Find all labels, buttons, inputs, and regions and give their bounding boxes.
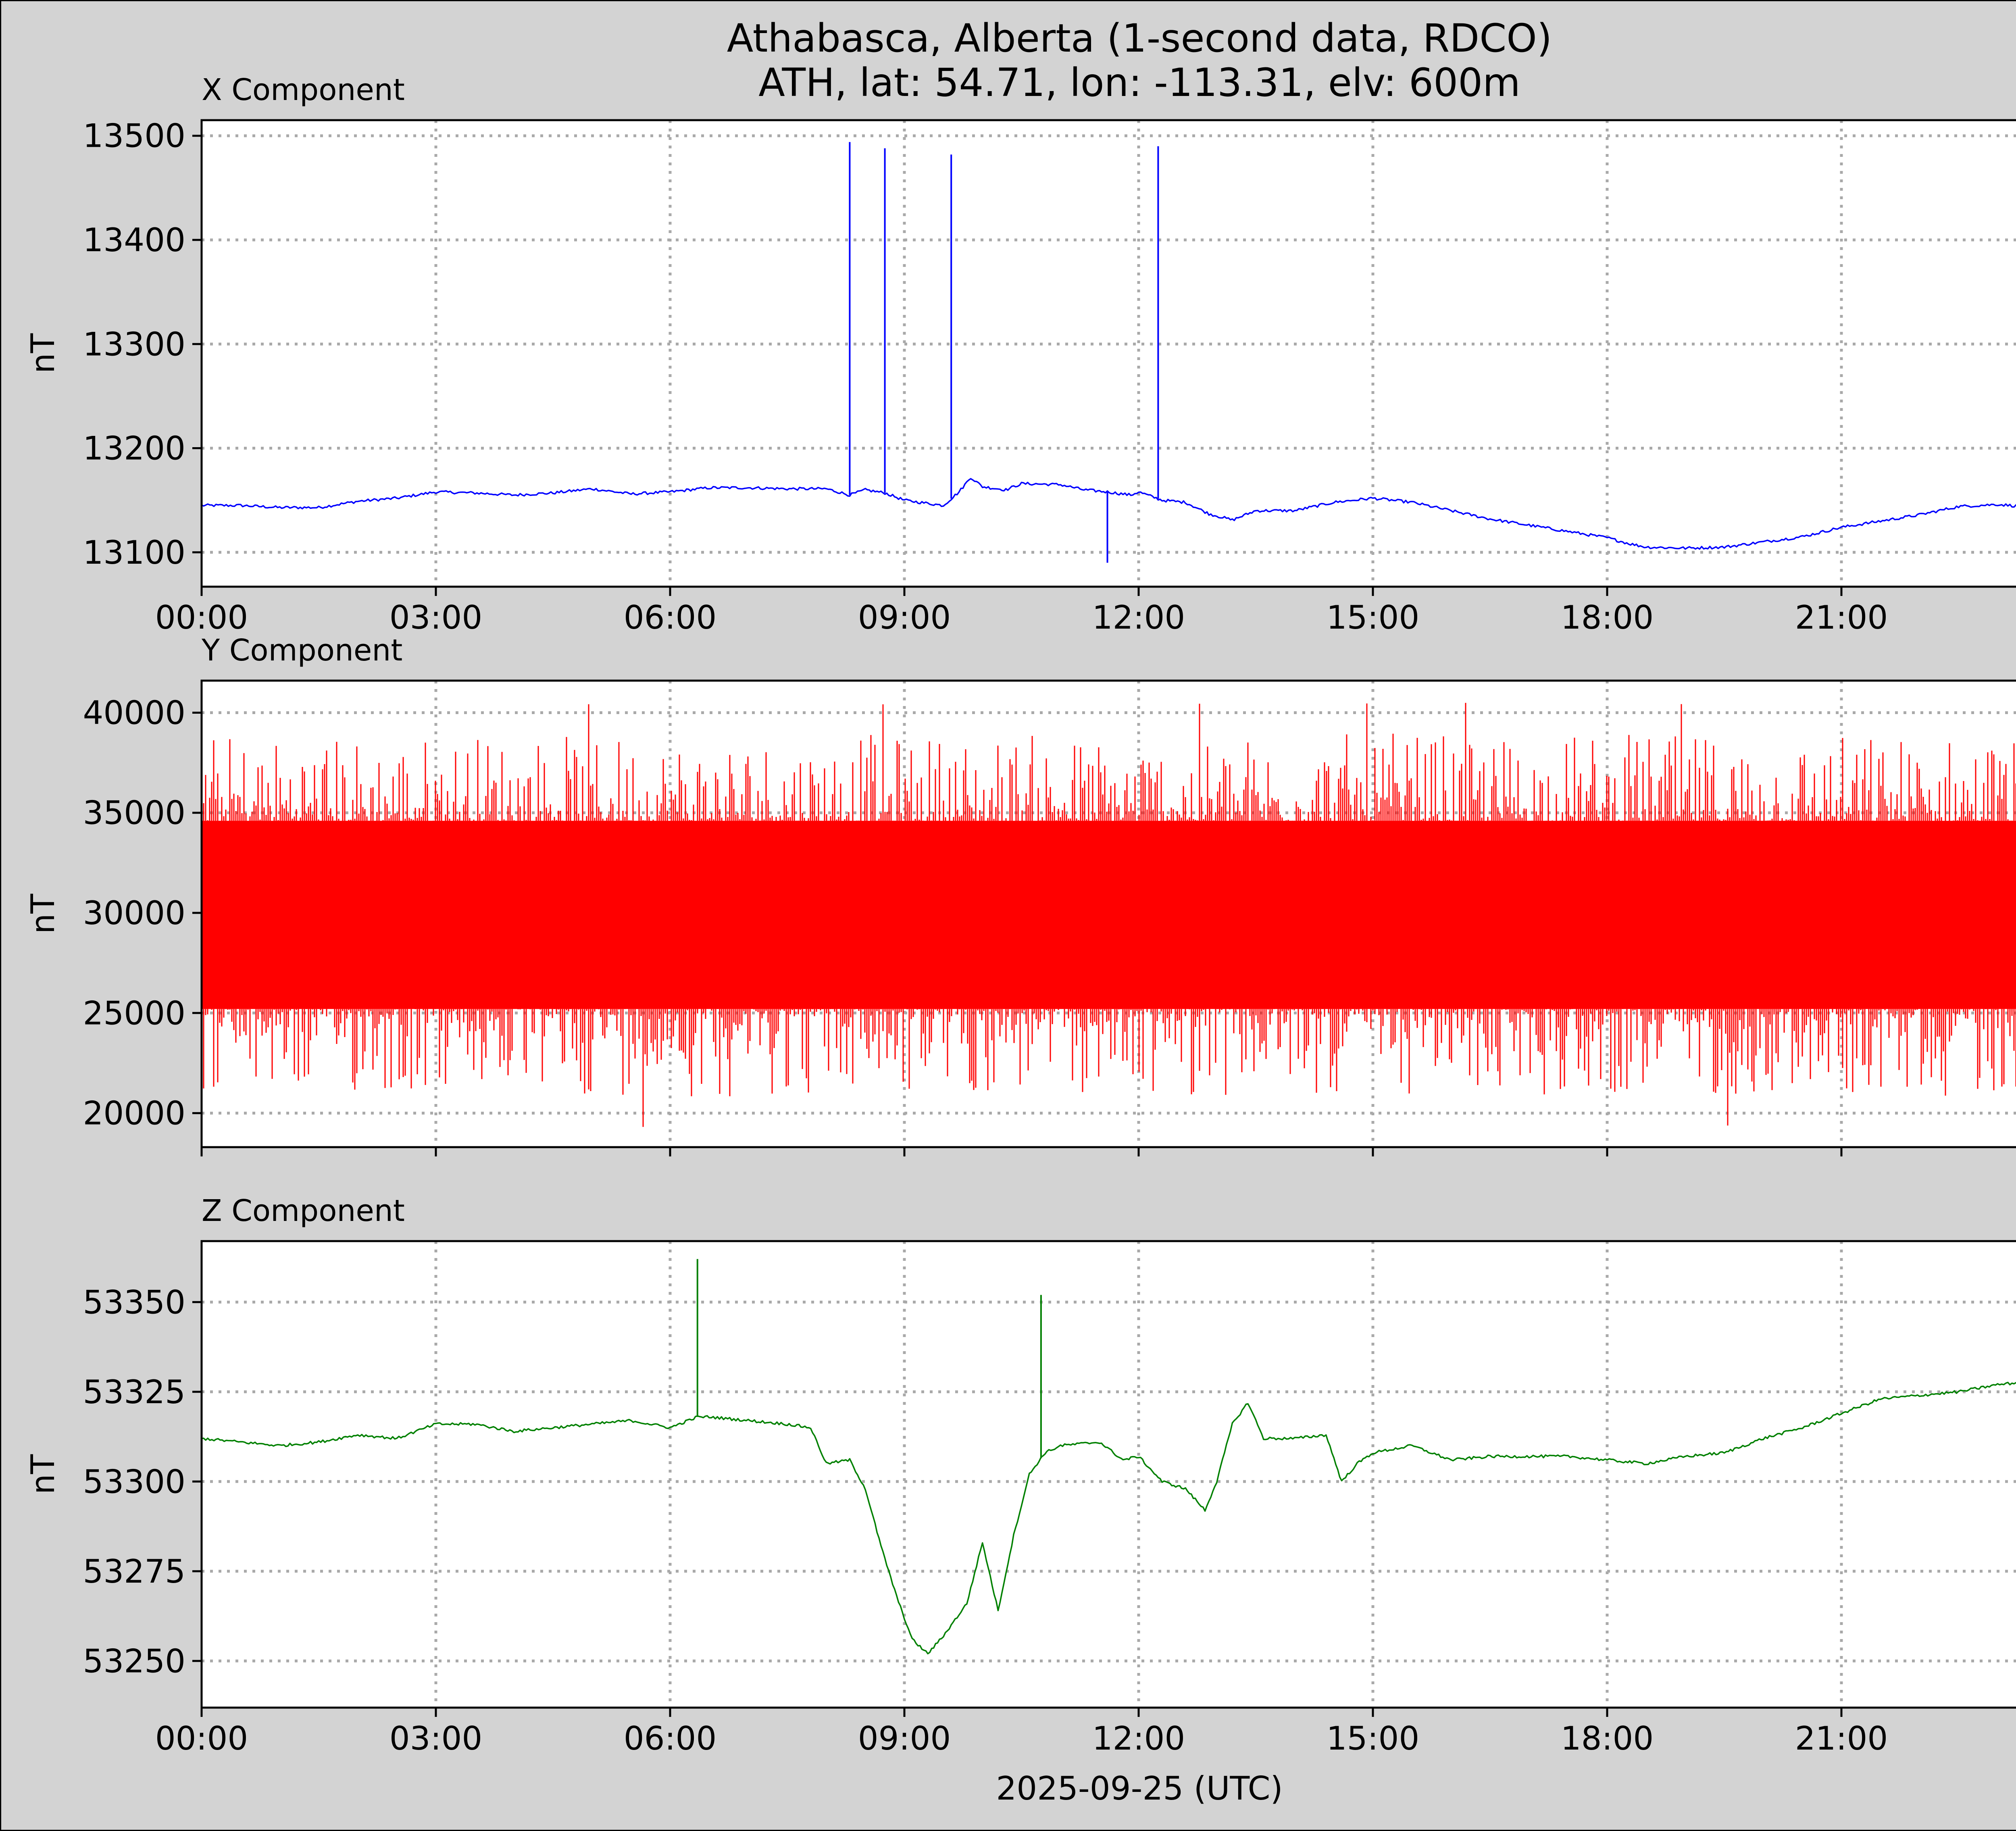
y-tick-label: 13100 <box>83 534 186 571</box>
y-tick-label: 53350 <box>83 1283 186 1321</box>
x-tick-label: 12:00 <box>1092 1720 1185 1757</box>
x-tick-label: 06:00 <box>624 599 717 636</box>
y-tick-label: 53275 <box>83 1553 186 1590</box>
x-tick-label: 21:00 <box>1795 1720 1888 1757</box>
y-tick-label: 30000 <box>83 894 186 932</box>
x-tick-label: 03:00 <box>389 599 483 636</box>
x-tick-label: 15:00 <box>1327 1720 1420 1757</box>
plot-area <box>202 120 2016 587</box>
y-tick-label: 40000 <box>83 694 186 731</box>
series-line <box>201 478 2016 550</box>
plot-area <box>202 1241 2016 1708</box>
y-tick-label: 13400 <box>83 221 186 259</box>
y-axis-label: nT <box>24 1454 62 1495</box>
y-tick-label: 13300 <box>83 325 186 363</box>
series-line <box>201 1381 2016 1655</box>
x-axis-label: 2025-09-25 (UTC) <box>996 1770 1283 1807</box>
y-axis-label: nT <box>24 894 62 934</box>
x-tick-label: 15:00 <box>1327 599 1420 636</box>
y-tick-label: 20000 <box>83 1095 186 1132</box>
y-tick-label: 53325 <box>83 1373 186 1411</box>
x-tick-label: 03:00 <box>389 1720 483 1757</box>
panel-title: Z Component <box>202 1194 405 1228</box>
series-band <box>202 821 2016 1009</box>
x-tick-label: 06:00 <box>624 1720 717 1757</box>
x-tick-label: 18:00 <box>1561 599 1654 636</box>
x-tick-label: 09:00 <box>858 1720 951 1757</box>
x-tick-label: 09:00 <box>858 599 951 636</box>
y-tick-label: 25000 <box>83 994 186 1032</box>
x-tick-label: 21:00 <box>1795 599 1888 636</box>
y-tick-label: 53250 <box>83 1642 186 1680</box>
y-tick-label: 13200 <box>83 430 186 467</box>
panel-title: X Component <box>202 73 405 107</box>
y-axis-label: nT <box>24 333 62 374</box>
x-tick-label: 12:00 <box>1092 599 1185 636</box>
z-component-panel: 00:00 03:00 06:00 09:00 12:00 15:00 18:00 21:00… <box>24 1194 2016 1757</box>
figure-title-line1: Athabasca, Alberta (1-second data, RDCO) <box>727 16 1552 61</box>
x-tick-label: 00:00 <box>155 1720 248 1757</box>
x-component-panel: 00:00 03:00 06:00 09:00 12:00 15:00 18:00 21:00… <box>24 73 2016 636</box>
y-tick-label: 13500 <box>83 117 186 155</box>
panel-title: Y Component <box>201 633 402 668</box>
y-component-panel: 20000 25000 30000 35000 40000 Y Component nT <box>24 633 2016 1156</box>
y-tick-label: 35000 <box>83 794 186 832</box>
y-tick-label: 53300 <box>83 1463 186 1500</box>
x-tick-label: 18:00 <box>1561 1720 1654 1757</box>
figure-title-line2: ATH, lat: 54.71, lon: -113.31, elv: 600m <box>758 60 1520 105</box>
x-tick-label: 00:00 <box>155 599 248 636</box>
